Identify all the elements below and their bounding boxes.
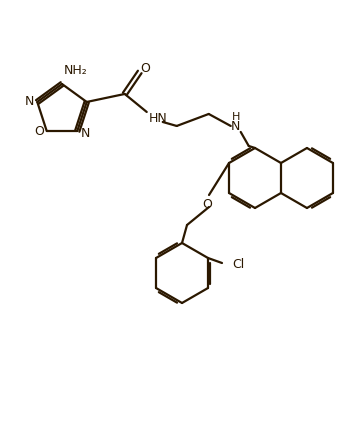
- Text: N: N: [25, 96, 34, 109]
- Text: HN: HN: [149, 112, 168, 125]
- Text: O: O: [34, 124, 44, 138]
- Text: Cl: Cl: [232, 259, 244, 272]
- Text: O: O: [202, 197, 212, 211]
- Text: N: N: [231, 121, 240, 133]
- Text: H: H: [231, 112, 240, 122]
- Text: N: N: [81, 127, 90, 139]
- Text: NH₂: NH₂: [64, 63, 88, 76]
- Text: O: O: [140, 63, 150, 76]
